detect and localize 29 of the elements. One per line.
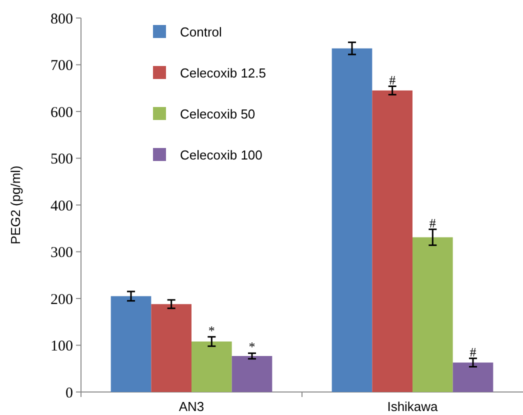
legend-label: Celecoxib 50 (180, 106, 256, 122)
annotation: # (470, 344, 477, 360)
annotation: * (248, 339, 256, 354)
y-tick-label: 400 (50, 198, 73, 214)
legend-label: Control (180, 24, 222, 40)
y-tick-label: 500 (50, 152, 73, 168)
bar (452, 362, 494, 392)
annotation: * (208, 322, 215, 338)
annotation: # (429, 215, 436, 230)
y-tick-label: 700 (50, 58, 73, 74)
bar (151, 304, 192, 392)
y-tick-label: 300 (50, 245, 73, 261)
y-tick-label: 800 (50, 11, 73, 28)
bar (372, 90, 412, 392)
y-tick-label: 0 (66, 385, 73, 402)
legend-label: Celecoxib 100 (180, 148, 262, 163)
y-tick-label: 200 (50, 292, 73, 308)
legend-label: Celecoxib 12.5 (180, 66, 266, 81)
y-tick-label: 100 (50, 338, 73, 354)
x-tick-label: Ishikawa (387, 399, 439, 414)
bar (110, 296, 152, 392)
bar (332, 48, 372, 392)
y-axis-title: PEG2 (pg/ml) (8, 166, 23, 244)
bar (192, 342, 232, 392)
x-tick-label: AN3 (178, 399, 204, 414)
bar (232, 356, 272, 392)
y-tick-label: 600 (50, 104, 73, 121)
bar (412, 237, 453, 392)
annotation: # (389, 72, 396, 88)
